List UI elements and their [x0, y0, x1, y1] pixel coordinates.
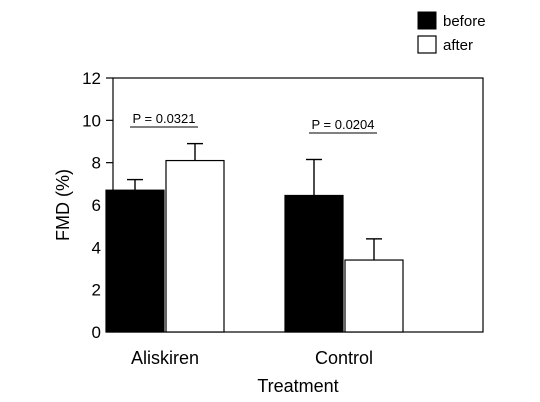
y-axis-label: FMD (%)	[53, 169, 73, 241]
bar-before-control	[284, 194, 344, 333]
y-tick-label: 8	[92, 154, 101, 173]
y-tick-label: 2	[92, 281, 101, 300]
error-bars	[127, 142, 382, 261]
bar-before-aliskiren	[105, 189, 165, 333]
x-tick-label: Aliskiren	[131, 348, 199, 368]
bar-after-control	[344, 259, 404, 333]
y-axis-ticks: 0 2 4 6 8 10 12	[82, 69, 113, 342]
p-value-annotation: P = 0.0321	[132, 111, 195, 126]
legend-swatch-after	[417, 35, 437, 54]
y-tick-label: 6	[92, 196, 101, 215]
y-tick-label: 0	[92, 323, 101, 342]
x-axis-label: Treatment	[257, 376, 338, 396]
annotations: P = 0.0321 P = 0.0204	[130, 111, 377, 134]
legend: before after	[417, 11, 486, 54]
y-tick-label: 12	[82, 69, 101, 88]
x-tick-label: Control	[315, 348, 373, 368]
y-tick-label: 10	[82, 111, 101, 130]
bars	[105, 159, 404, 333]
bar-after-aliskiren	[165, 159, 225, 333]
y-tick-label: 4	[92, 238, 101, 257]
legend-label-before: before	[443, 13, 486, 30]
p-value-annotation: P = 0.0204	[311, 117, 374, 132]
legend-label-after: after	[443, 37, 473, 54]
legend-swatch-before	[417, 11, 437, 30]
x-axis-tick-labels: Aliskiren Control	[131, 348, 373, 368]
